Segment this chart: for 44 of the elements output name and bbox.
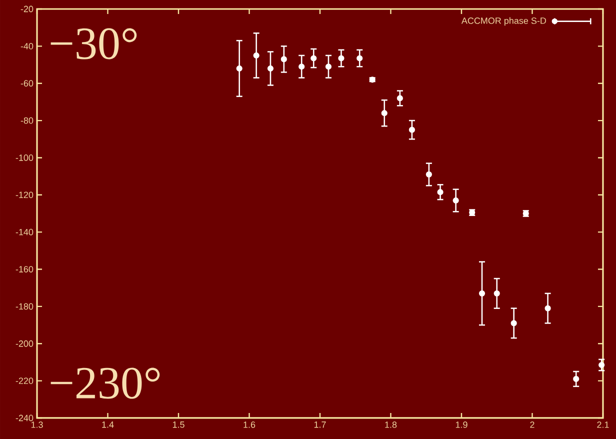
x-tick-label: 1.9 (456, 422, 468, 428)
point (452, 197, 459, 204)
annotation: −230° (50, 368, 160, 399)
x-tick-label: 1.8 (385, 422, 397, 428)
point (356, 55, 363, 62)
point (478, 290, 486, 296)
x-tick-label: 2 (530, 422, 534, 428)
point (253, 52, 260, 59)
x-tick-label: 1.6 (244, 422, 256, 428)
y-tick-label: -40 (20, 42, 34, 50)
x-tick-label: 1.7 (314, 422, 326, 428)
point (310, 55, 317, 62)
y-tick-label: -220 (16, 378, 34, 384)
point (280, 56, 287, 62)
point (325, 64, 332, 70)
point (408, 126, 416, 133)
point (544, 305, 551, 312)
y-tick-label: -200 (16, 340, 34, 347)
y-tick-label: -20 (20, 6, 34, 12)
point (426, 171, 432, 178)
x-tick-label: 1.4 (102, 422, 114, 428)
y-tick-label: -60 (20, 80, 34, 87)
x-tick-label: 2.1 (597, 422, 609, 428)
point (494, 290, 500, 296)
y-tick-label: -100 (16, 154, 34, 161)
y-tick-label: -180 (16, 303, 34, 310)
point (338, 55, 344, 62)
y-tick-label: -140 (16, 228, 34, 236)
x-tick-label: 1.5 (172, 422, 184, 428)
point (573, 376, 580, 382)
point (267, 65, 274, 72)
point (236, 65, 242, 72)
point (381, 110, 388, 116)
point (396, 95, 403, 102)
point (437, 189, 444, 196)
y-tick-label: -240 (16, 414, 34, 422)
y-tick-label: -120 (16, 192, 34, 198)
x-tick-label: 1.3 (31, 422, 43, 428)
legend-label: ACCMOR phase S-D (461, 17, 546, 26)
point (298, 64, 305, 70)
y-tick-label: -80 (20, 117, 34, 124)
y-tick-label: -160 (16, 266, 34, 272)
annotation: −30° (50, 28, 137, 60)
point (510, 320, 517, 326)
